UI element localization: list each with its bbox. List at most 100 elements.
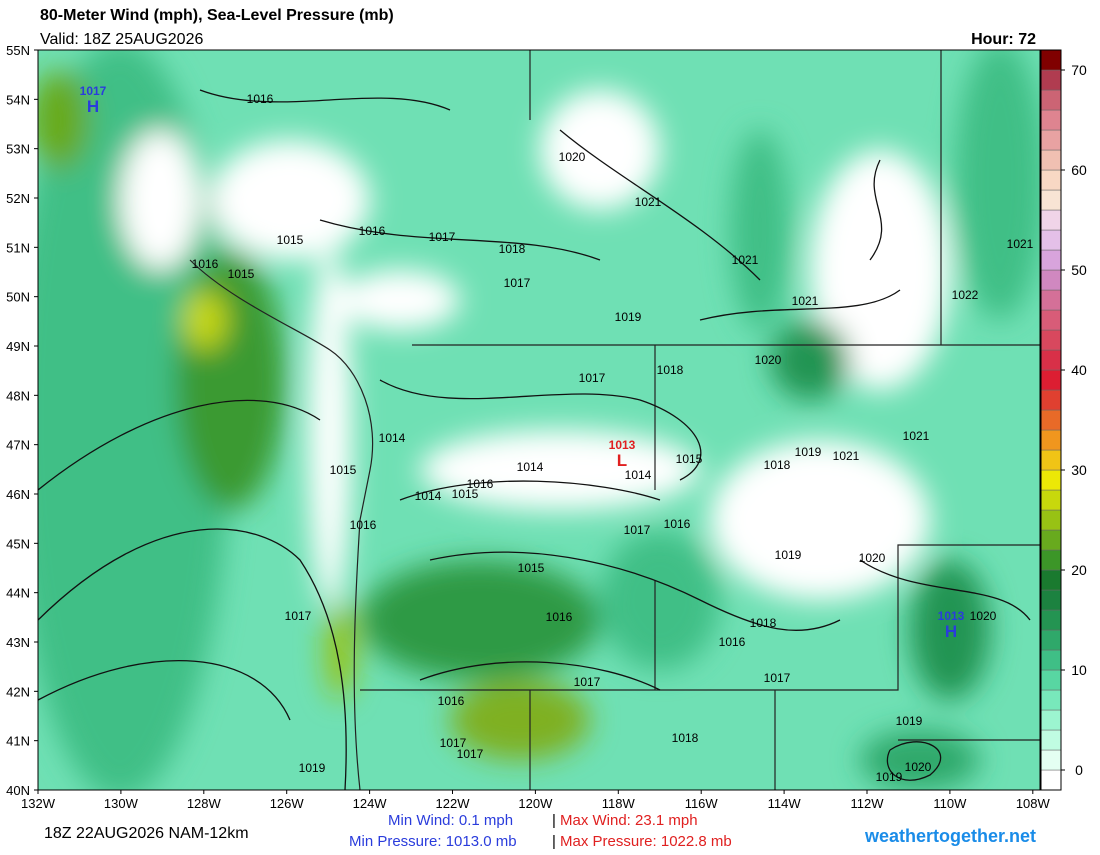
colorbar-segment xyxy=(1040,489,1062,511)
isobar-label: 1017 xyxy=(504,276,531,290)
lon-label: 118W xyxy=(602,796,636,811)
colorbar-segment xyxy=(1040,669,1062,691)
isobar-label: 1021 xyxy=(833,449,860,463)
isobar-label: 1017 xyxy=(440,736,467,750)
lat-label: 45N xyxy=(6,536,30,551)
isobar-label: 1021 xyxy=(1007,237,1034,251)
colorbar-label: 70 xyxy=(1071,62,1087,78)
map-field xyxy=(38,50,1040,790)
isobar-label: 1017 xyxy=(574,675,601,689)
isobar-label: 1021 xyxy=(903,429,930,443)
center-letter: H xyxy=(945,622,957,641)
isobar-label: 1015 xyxy=(277,233,304,247)
colorbar-segment xyxy=(1040,509,1062,531)
isobar-label: 1017 xyxy=(764,671,791,685)
colorbar-segment xyxy=(1040,649,1062,671)
lon-label: 128W xyxy=(187,796,222,811)
colorbar-label: 10 xyxy=(1071,662,1087,678)
isobar-label: 1017 xyxy=(285,609,312,623)
colorbar-segment xyxy=(1040,469,1062,491)
lat-label: 43N xyxy=(6,635,30,650)
isobar-label: 1019 xyxy=(896,714,923,728)
colorbar-segment xyxy=(1040,449,1062,471)
lat-label: 46N xyxy=(6,487,30,502)
isobar-label: 1016 xyxy=(438,694,465,708)
isobar-label: 1020 xyxy=(859,551,886,565)
lon-label: 114W xyxy=(768,796,802,811)
colorbar-segment xyxy=(1040,209,1062,231)
lon-label: 132W xyxy=(21,796,56,811)
colorbar-segment xyxy=(1040,129,1062,151)
isobar-label: 1017 xyxy=(457,747,484,761)
isobar-label: 1016 xyxy=(247,92,274,106)
isobar-label: 1021 xyxy=(635,195,662,209)
colorbar-segment xyxy=(1040,309,1062,331)
isobar-label: 1019 xyxy=(615,310,642,324)
lat-label: 53N xyxy=(6,142,30,157)
isobar-label: 1020 xyxy=(755,353,782,367)
lat-label: 41N xyxy=(6,734,30,749)
isobar-label: 1016 xyxy=(664,517,691,531)
isobar-label: 1021 xyxy=(792,294,819,308)
isobar-label: 1017 xyxy=(624,523,651,537)
separator: | xyxy=(552,833,556,850)
colorbar-segment xyxy=(1040,289,1062,311)
lat-label: 49N xyxy=(6,339,30,354)
isobar-label: 1014 xyxy=(517,460,544,474)
colorbar-label: 0 xyxy=(1075,762,1083,778)
colorbar-segment xyxy=(1040,549,1062,571)
lat-label: 42N xyxy=(6,684,30,699)
min-wind: Min Wind: 0.1 mph xyxy=(388,812,513,829)
isobar-label: 1015 xyxy=(676,452,703,466)
lon-label: 116W xyxy=(685,796,719,811)
center-value: 1017 xyxy=(80,84,107,98)
isobar-label: 1022 xyxy=(952,288,979,302)
colorbar-segment xyxy=(1040,729,1062,751)
colorbar-segment xyxy=(1040,389,1062,411)
lat-label: 51N xyxy=(6,240,30,255)
center-value: 1013 xyxy=(609,438,636,452)
colorbar-segment xyxy=(1040,109,1062,131)
colorbar-segment xyxy=(1040,629,1062,651)
lat-label: 47N xyxy=(6,438,30,453)
isobar-label: 1014 xyxy=(415,489,442,503)
colorbar-segment xyxy=(1040,69,1062,91)
lon-label: 124W xyxy=(353,796,388,811)
lon-label: 120W xyxy=(518,796,553,811)
lat-label: 55N xyxy=(6,43,30,58)
colorbar-frame xyxy=(1040,49,1062,791)
center-letter: H xyxy=(87,97,99,116)
colorbar-segment xyxy=(1040,349,1062,371)
colorbar-label: 20 xyxy=(1071,562,1087,578)
colorbar-label: 40 xyxy=(1071,362,1087,378)
isobar-label: 1016 xyxy=(719,635,746,649)
lat-label: 44N xyxy=(6,586,30,601)
colorbar-segment xyxy=(1040,689,1062,711)
center-value: 1013 xyxy=(938,609,965,623)
colorbar-segment xyxy=(1040,409,1062,431)
max-wind: Max Wind: 23.1 mph xyxy=(560,812,698,829)
colorbar-segment xyxy=(1040,709,1062,731)
isobar-label: 1018 xyxy=(499,242,526,256)
lat-label: 54N xyxy=(6,92,30,107)
colorbar-segment xyxy=(1040,249,1062,271)
colorbar-segment xyxy=(1040,329,1062,351)
colorbar-segment xyxy=(1040,769,1062,791)
isobar-label: 1016 xyxy=(350,518,377,532)
lat-label: 52N xyxy=(6,191,30,206)
lon-label: 108W xyxy=(1016,796,1051,811)
isobar-label: 1020 xyxy=(905,760,932,774)
colorbar-label: 50 xyxy=(1071,262,1087,278)
isobar-label: 1015 xyxy=(452,487,479,501)
model-run: 18Z 22AUG2026 NAM-12km xyxy=(44,825,249,842)
lat-label: 50N xyxy=(6,290,30,305)
center-letter: L xyxy=(617,451,627,470)
isobar-label: 1016 xyxy=(467,477,494,491)
colorbar-segment xyxy=(1040,529,1062,551)
colorbar-segment xyxy=(1040,589,1062,611)
isobar-label: 1014 xyxy=(625,468,652,482)
isobar-label: 1018 xyxy=(672,731,699,745)
title: 80-Meter Wind (mph), Sea-Level Pressure … xyxy=(40,7,394,24)
colorbar-segment xyxy=(1040,149,1062,171)
